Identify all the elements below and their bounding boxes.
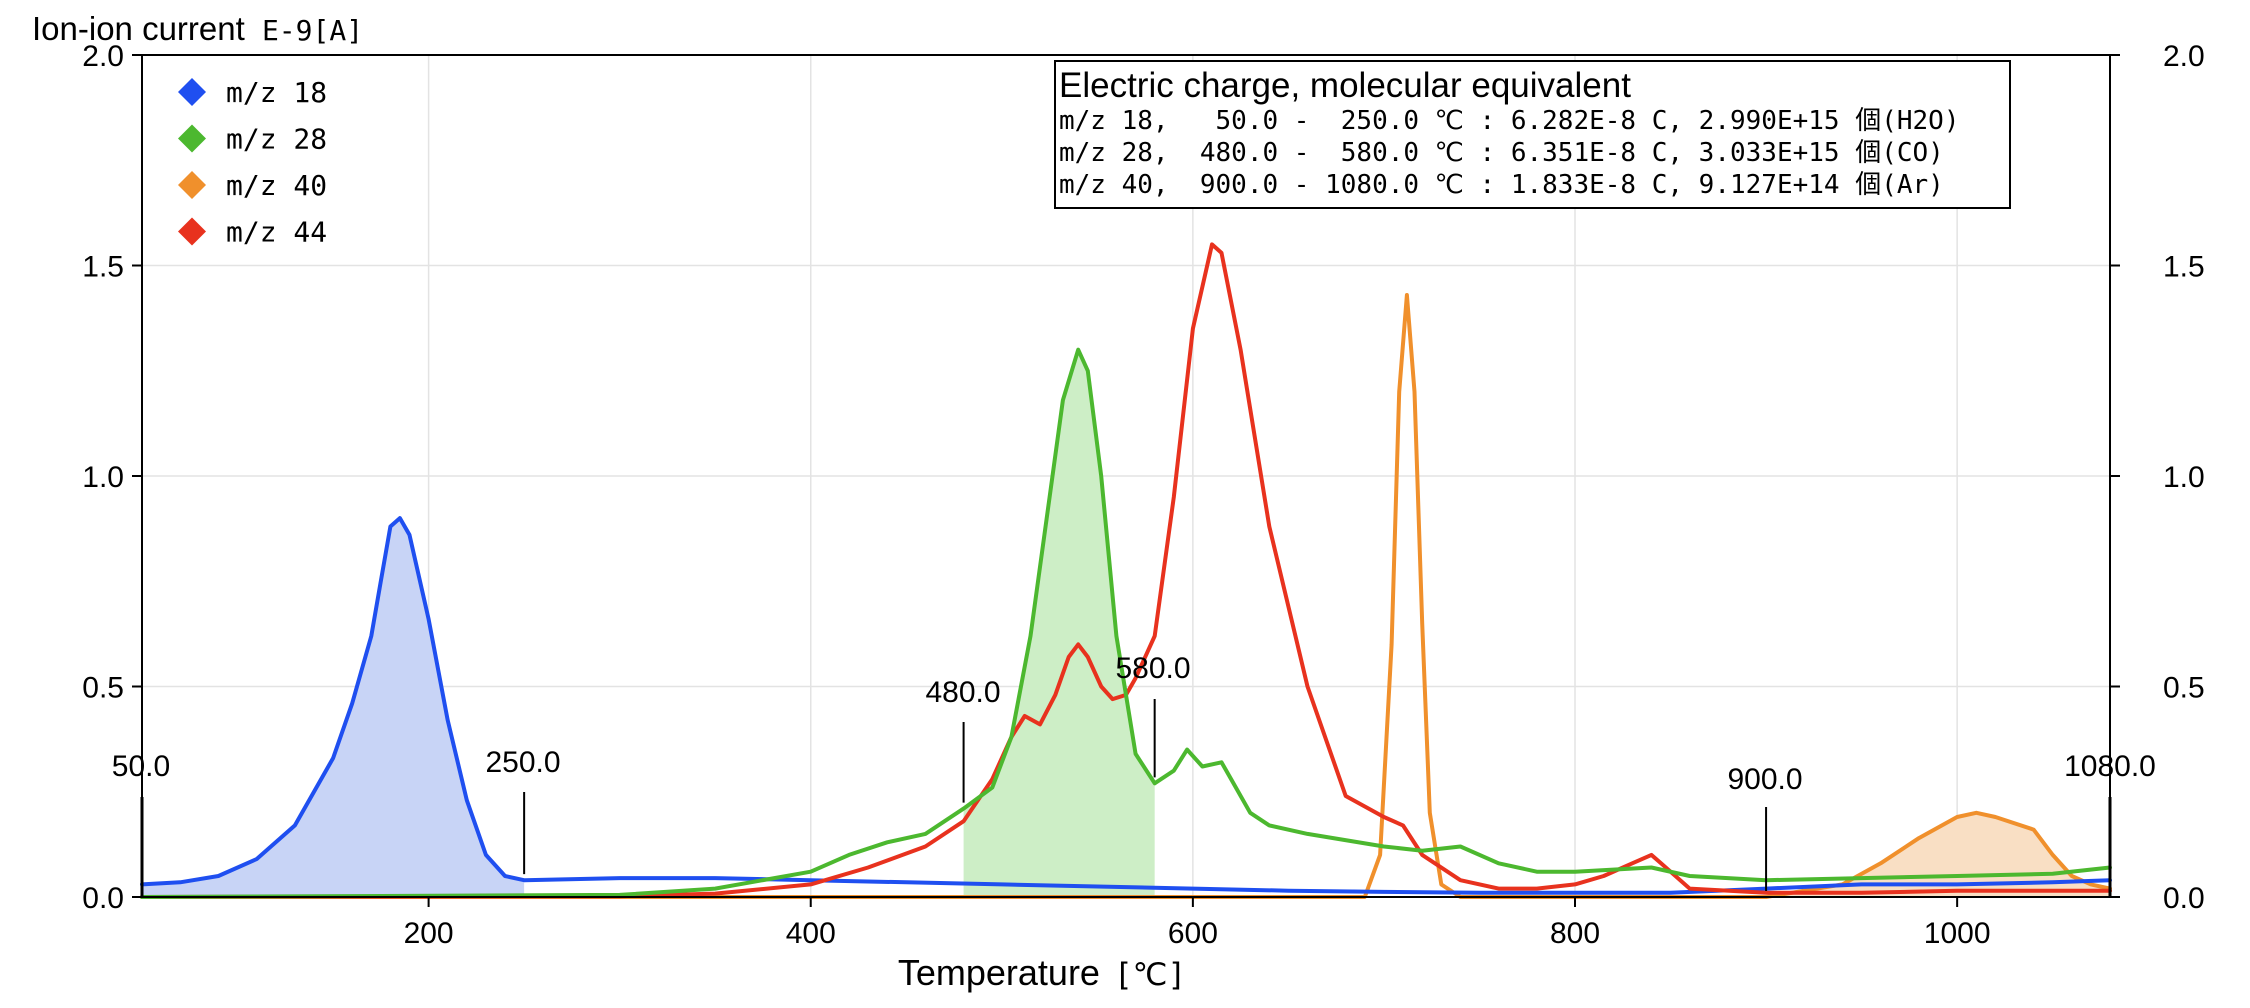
y-tick-label-right: 1.0 [2163,461,2205,494]
y-tick-label-left: 2.0 [82,40,124,73]
range-marker-label: 480.0 [925,676,1000,709]
x-axis-label-unit: [℃] [1114,957,1186,993]
info-box-line: m/z 18, 50.0 - 250.0 ℃ : 6.282E-8 C, 2.9… [1059,106,1959,136]
y-tick-label-right: 2.0 [2163,40,2205,73]
range-marker-label: 250.0 [485,746,560,779]
info-box-line: m/z 40, 900.0 - 1080.0 ℃ : 1.833E-8 C, 9… [1059,170,1944,200]
series-line [140,516,2112,895]
legend-marker [178,217,206,246]
info-box-title: Electric charge, molecular equivalent [1059,66,1631,105]
x-tick-label: 800 [1550,917,1600,950]
legend-label: m/z 18 [226,76,327,109]
legend-label: m/z 40 [226,169,327,202]
info-box: Electric charge, molecular equivalent m/… [1054,60,2011,209]
legend-label: m/z 44 [226,216,327,249]
series-line [140,347,2112,899]
y-axis-label-main: Ion-ion current [32,10,245,47]
x-axis-label: Temperature [℃] [898,952,1186,993]
legend-marker [178,78,206,106]
y-axis-label: Ion-ion current E-9[A] [32,10,363,47]
y-tick-label-left: 1.0 [82,461,124,494]
y-tick-label-right: 0.5 [2163,672,2205,705]
range-marker-label: 50.0 [112,750,170,783]
y-axis-label-unit: E-9[A] [262,14,363,47]
y-tick-label-left: 0.0 [82,882,124,915]
integration-fills [142,349,2110,897]
tick-labels: 200 400 600 800 1000 0.0 0.0 0.5 0.5 1.0 1.0 1.5 1.5… [82,40,2204,950]
y-tick-label-right: 1.5 [2163,251,2205,284]
legend-marker [178,171,206,199]
x-tick-label: 400 [786,917,836,950]
y-tick-label-left: 0.5 [82,672,124,705]
info-box-frame [1054,60,2011,209]
x-tick-label: 600 [1168,917,1218,950]
x-axis-label-main: Temperature [898,952,1100,993]
legend-label: m/z 28 [226,123,327,156]
y-tick-label-right: 0.0 [2163,882,2205,915]
range-marker-label: 580.0 [1115,652,1190,685]
info-box-line: m/z 28, 480.0 - 580.0 ℃ : 6.351E-8 C, 3.… [1059,138,1944,168]
axes [132,54,2120,907]
integration-area [142,518,525,897]
x-tick-label: 200 [404,917,454,950]
range-markers: 50.0 250.0 480.0 580.0 900.0 1080.0 [112,652,2156,897]
series-lines [140,242,2112,899]
range-marker-label: 900.0 [1727,763,1802,796]
x-tick-label: 1000 [1924,917,1991,950]
legend-marker [178,124,206,153]
range-marker-label: 1080.0 [2064,750,2156,783]
y-tick-label-left: 1.5 [82,251,124,284]
legend: m/z 18 m/z 28 m/z 40 m/z 44 [178,76,327,249]
integration-area [963,349,1155,897]
